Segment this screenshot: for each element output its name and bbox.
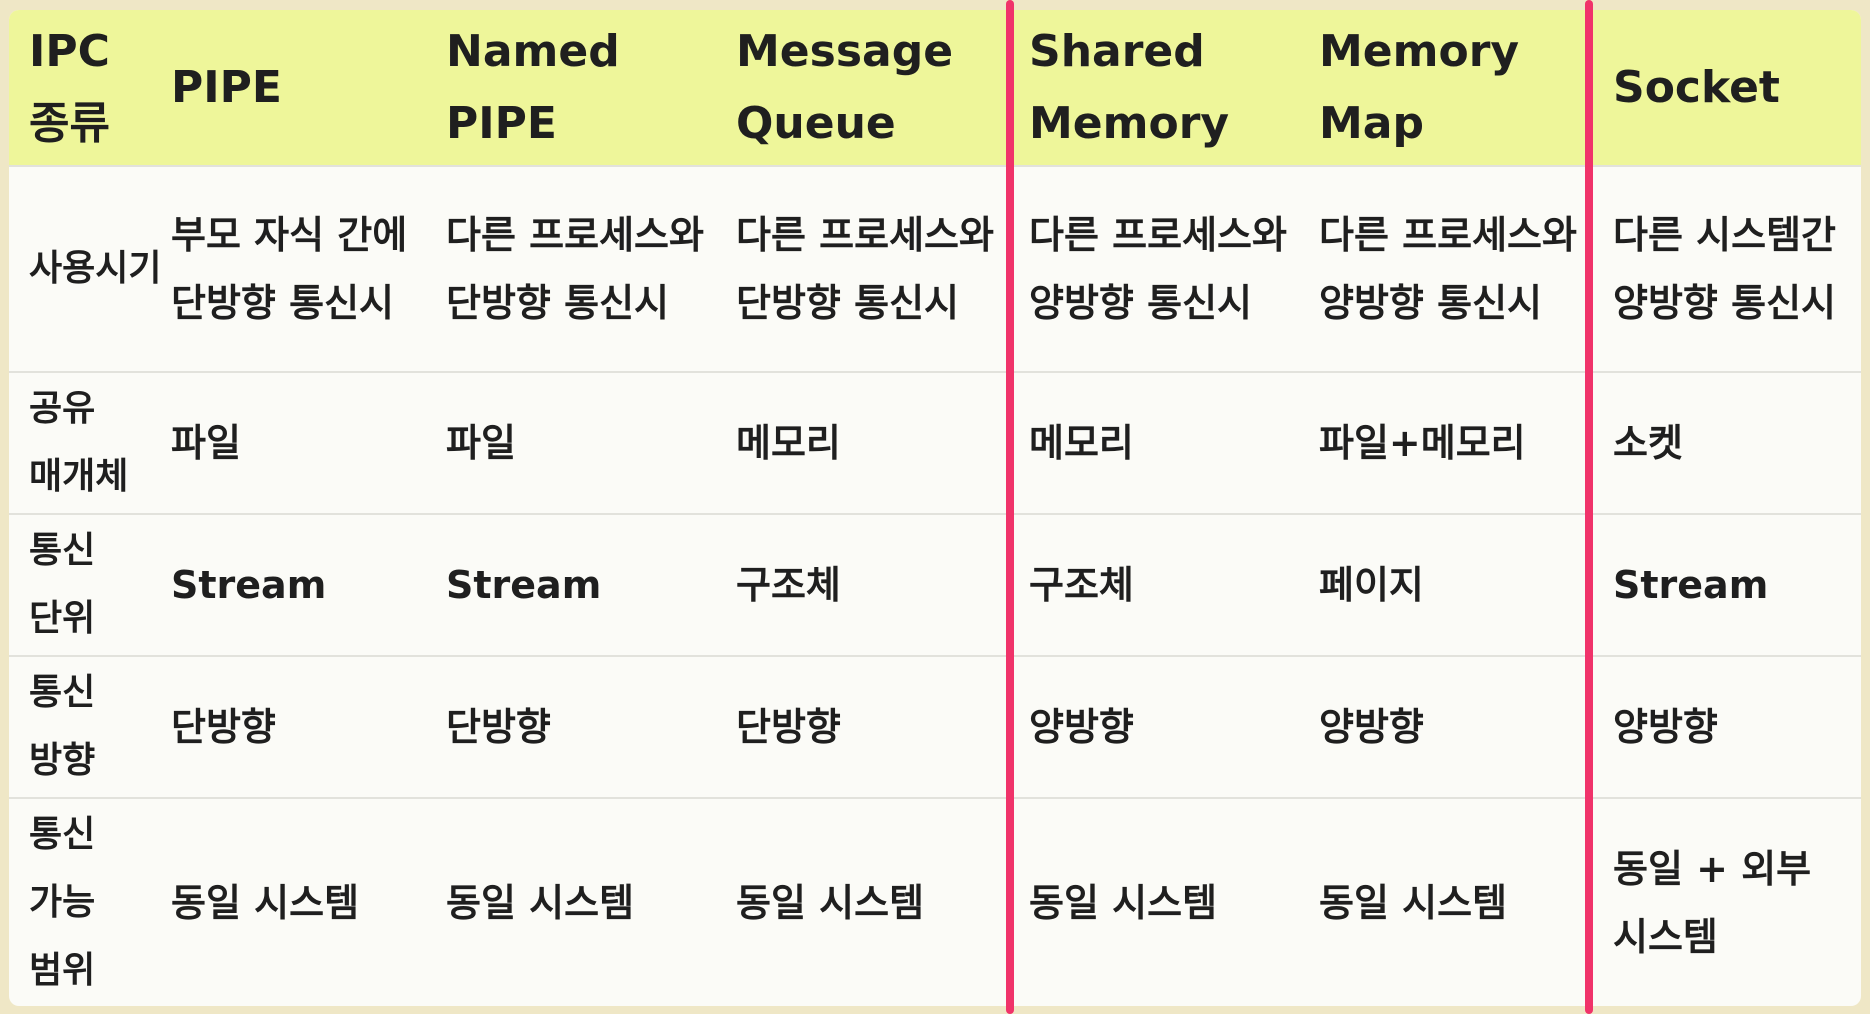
cell-usage-pipe: 부모 자식 간에 단방향 통신시 bbox=[171, 213, 408, 325]
cell-range-socket: 동일 + 외부 시스템 bbox=[1613, 846, 1812, 959]
cell-medium-named-pipe: 파일 bbox=[446, 421, 516, 465]
cell-range-named-pipe: 동일 시스템 bbox=[446, 880, 635, 925]
table-row-comm-unit: 통신 단위 Stream Stream 구조체 구조체 페이지 Stream bbox=[9, 513, 1861, 655]
row-label-usage: 사용시기 bbox=[29, 248, 162, 289]
cell-range-shared-memory: 동일 시스템 bbox=[1029, 880, 1218, 925]
cell-range-pipe: 동일 시스템 bbox=[171, 880, 360, 925]
cell-unit-message-queue: 구조체 bbox=[736, 563, 841, 607]
cell-direction-message-queue: 단방향 bbox=[736, 705, 841, 749]
row-label-comm-direction: 통신 방향 bbox=[29, 672, 96, 781]
header-col-shared-memory: Shared Memory bbox=[1029, 25, 1230, 149]
cell-usage-socket: 다른 시스템간 양방향 통신시 bbox=[1613, 213, 1836, 325]
cell-direction-named-pipe: 단방향 bbox=[446, 705, 551, 749]
header-col-socket: Socket bbox=[1613, 61, 1780, 113]
cell-medium-memory-map: 파일+메모리 bbox=[1319, 421, 1526, 465]
table-row-shared-medium: 공유 매개체 파일 파일 메모리 메모리 파일+메모리 소켓 bbox=[9, 371, 1861, 513]
cell-unit-memory-map: 페이지 bbox=[1319, 563, 1424, 607]
row-label-comm-range: 통신 가능 범위 bbox=[29, 813, 96, 991]
table-header-row: IPC 종류 PIPE Named PIPE Message Queue Sha… bbox=[9, 10, 1861, 165]
cell-usage-named-pipe: 다른 프로세스와 단방향 통신시 bbox=[446, 213, 704, 325]
cell-range-message-queue: 동일 시스템 bbox=[736, 880, 925, 925]
highlight-line-right bbox=[1585, 0, 1593, 1014]
cell-range-memory-map: 동일 시스템 bbox=[1319, 880, 1508, 925]
cell-medium-socket: 소켓 bbox=[1613, 421, 1683, 465]
cell-usage-shared-memory: 다른 프로세스와 양방향 통신시 bbox=[1029, 213, 1287, 325]
table-row-comm-direction: 통신 방향 단방향 단방향 단방향 양방향 양방향 양방향 bbox=[9, 655, 1861, 797]
cell-direction-memory-map: 양방향 bbox=[1319, 705, 1424, 749]
cell-medium-message-queue: 메모리 bbox=[736, 421, 841, 465]
ipc-comparison-table: IPC 종류 PIPE Named PIPE Message Queue Sha… bbox=[9, 10, 1861, 1006]
header-col-named-pipe: Named PIPE bbox=[446, 25, 620, 149]
table-row-comm-range: 통신 가능 범위 동일 시스템 동일 시스템 동일 시스템 동일 시스템 동일 … bbox=[9, 797, 1861, 1006]
cell-medium-pipe: 파일 bbox=[171, 421, 241, 465]
header-col-message-queue: Message Queue bbox=[736, 25, 954, 149]
table-row-usage: 사용시기 부모 자식 간에 단방향 통신시 다른 프로세스와 단방향 통신시 다… bbox=[9, 165, 1861, 371]
header-label-ipc-type: IPC 종류 bbox=[29, 25, 110, 149]
cell-unit-shared-memory: 구조체 bbox=[1029, 563, 1134, 607]
row-label-shared-medium: 공유 매개체 bbox=[29, 388, 129, 497]
cell-usage-memory-map: 다른 프로세스와 양방향 통신시 bbox=[1319, 213, 1577, 325]
row-label-comm-unit: 통신 단위 bbox=[29, 530, 96, 639]
header-col-pipe: PIPE bbox=[171, 61, 282, 113]
cell-direction-socket: 양방향 bbox=[1613, 705, 1718, 749]
cell-direction-pipe: 단방향 bbox=[171, 705, 276, 749]
header-col-memory-map: Memory Map bbox=[1319, 25, 1520, 149]
cell-unit-pipe: Stream bbox=[171, 563, 327, 607]
cell-unit-socket: Stream bbox=[1613, 563, 1769, 607]
cell-medium-shared-memory: 메모리 bbox=[1029, 421, 1134, 465]
cell-usage-message-queue: 다른 프로세스와 단방향 통신시 bbox=[736, 213, 994, 325]
highlight-line-left bbox=[1006, 0, 1014, 1014]
cell-direction-shared-memory: 양방향 bbox=[1029, 705, 1134, 749]
cell-unit-named-pipe: Stream bbox=[446, 563, 602, 607]
